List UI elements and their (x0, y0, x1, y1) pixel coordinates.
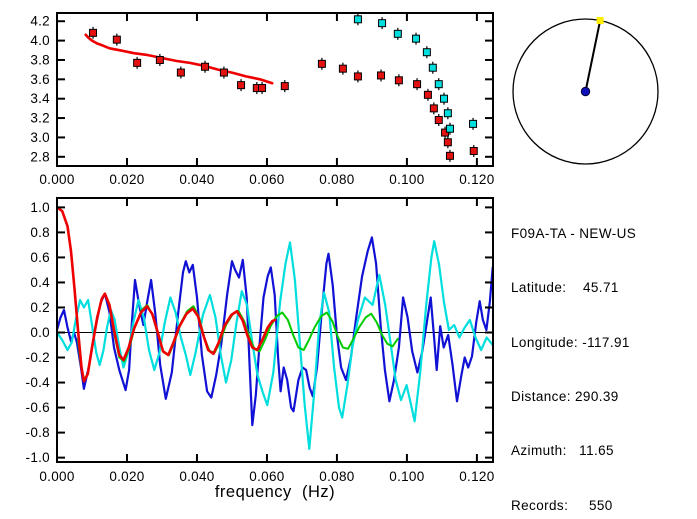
station-longitude: Longitude: -117.91 (511, 334, 630, 350)
reference-dispersion-curve (84, 33, 274, 85)
dispersion-chart: 2.8 3.0 3.2 3.4 3.6 3.8 4.0 4.2 0.000 0.020 0.040 0… (30, 12, 494, 187)
station-pair-title: F09A-TA - NEW-US (511, 226, 637, 242)
y-tick-label: 3.4 (30, 91, 50, 106)
x-tick-label: 0.060 (249, 172, 284, 187)
station-marker-square (596, 16, 604, 24)
waveform-cyan (57, 240, 493, 450)
x-tick-label: 0.060 (249, 469, 284, 484)
spectra-chart: -1.0 -0.8 -0.6 -0.4 -0.2 0.0 0.2 0.4 0.6 0.8 1.0 0.… (26, 197, 494, 484)
dispersion-picks-red[interactable] (353, 72, 362, 81)
y-tick-label: -0.4 (26, 375, 51, 390)
dispersion-picks-red[interactable] (434, 116, 443, 125)
x-tick-label: 0.020 (109, 469, 144, 484)
dispersion-picks-red[interactable] (133, 58, 142, 67)
dispersion-picks-red[interactable] (317, 59, 326, 68)
azimuth-line (584, 20, 602, 92)
x-tick-label: 0.000 (39, 172, 74, 187)
y-tick-label: 3.2 (30, 111, 50, 126)
dispersion-picks-red[interactable] (237, 81, 246, 90)
x-tick-label: 0.100 (389, 469, 424, 484)
dispersion-picks-cyan[interactable] (378, 19, 387, 28)
dispersion-plot-area[interactable] (57, 13, 493, 166)
x-tick-label: 0.040 (179, 469, 214, 484)
dispersion-picks-cyan[interactable] (440, 94, 449, 103)
dispersion-picks-red[interactable] (469, 146, 478, 155)
dispersion-picks-red[interactable] (280, 82, 289, 91)
compass-circle (512, 18, 659, 165)
dispersion-picks-cyan[interactable] (353, 15, 362, 24)
dispersion-frame (56, 12, 494, 167)
station-latitude: Latitude: 45.71 (511, 280, 619, 296)
dispersion-picks-red[interactable] (89, 28, 98, 37)
y-tick-label: 3.8 (30, 52, 50, 67)
azimuth-compass (512, 16, 659, 165)
x-tick-label: 0.080 (319, 469, 354, 484)
x-tick-label: 0.120 (459, 172, 494, 187)
dispersion-picks-cyan[interactable] (412, 34, 421, 43)
y-tick-label: -0.2 (26, 350, 50, 365)
y-tick-label: 1.0 (30, 200, 50, 215)
dispersion-picks-cyan[interactable] (443, 109, 452, 118)
source-marker-dot (580, 86, 591, 97)
dispersion-picks-red[interactable] (429, 104, 438, 113)
y-tick-label: 2.8 (30, 149, 50, 164)
y-tick-label: 0.2 (30, 300, 50, 315)
y-tick-label: 0.6 (30, 250, 50, 265)
y-tick-label: -1.0 (26, 450, 50, 465)
station-azimuth: Azimuth: 11.65 (511, 443, 614, 459)
dispersion-picks-red[interactable] (176, 68, 185, 77)
spectra-frame (56, 197, 494, 463)
y-tick-label: 3.6 (30, 72, 50, 87)
dispersion-picks-red[interactable] (377, 71, 386, 80)
dispersion-picks-red[interactable] (423, 90, 432, 99)
waveform-red (57, 206, 277, 383)
x-axis-title: frequency (Hz) (214, 483, 336, 501)
x-tick-label: 0.020 (109, 172, 144, 187)
dispersion-picks-red[interactable] (155, 55, 164, 64)
dispersion-picks-red[interactable] (394, 76, 403, 85)
y-tick-label: 0.0 (30, 325, 50, 340)
spectra-plot-area[interactable] (57, 198, 493, 462)
y-tick-label: 4.0 (30, 33, 50, 48)
dispersion-picks-red[interactable] (201, 62, 210, 71)
dispersion-picks-red[interactable] (258, 84, 267, 93)
dispersion-picks-cyan[interactable] (434, 80, 443, 89)
x-tick-label: 0.000 (39, 469, 74, 484)
x-tick-label: 0.080 (319, 172, 354, 187)
dispersion-picks-cyan[interactable] (445, 124, 454, 133)
station-distance: Distance: 290.39 (511, 389, 619, 405)
x-tick-label: 0.100 (389, 172, 424, 187)
station-record-count: Records: 550 (511, 497, 613, 513)
dispersion-picks-red[interactable] (445, 151, 454, 160)
dispersion-picks-red[interactable] (112, 35, 121, 44)
y-tick-label: 3.0 (30, 130, 50, 145)
dispersion-picks-red[interactable] (338, 64, 347, 73)
station-info-panel: F09A-TA - NEW-US Latitude: 45.71 Longitu… (511, 189, 636, 519)
y-tick-label: 4.2 (30, 14, 50, 29)
y-tick-label: -0.6 (26, 400, 50, 415)
dispersion-picks-red[interactable] (443, 138, 452, 147)
dispersion-picks-cyan[interactable] (422, 48, 431, 57)
dispersion-picks-cyan[interactable] (428, 63, 437, 72)
y-tick-label: 0.8 (30, 225, 50, 240)
dispersion-picks-red[interactable] (413, 80, 422, 89)
dispersion-picks-cyan[interactable] (393, 29, 402, 38)
dispersion-picks-cyan[interactable] (469, 119, 478, 128)
x-tick-label: 0.120 (459, 469, 494, 484)
dispersion-picks-red[interactable] (219, 68, 228, 77)
x-tick-label: 0.040 (179, 172, 214, 187)
y-tick-label: -0.8 (26, 425, 50, 440)
y-tick-label: 0.4 (30, 275, 50, 290)
